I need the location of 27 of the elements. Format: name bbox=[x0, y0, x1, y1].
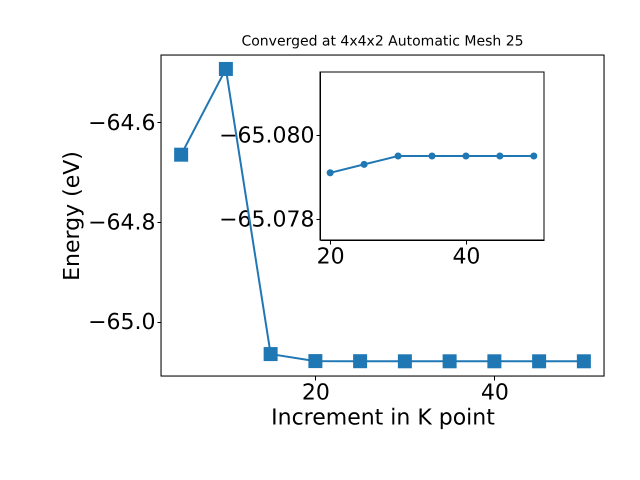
x-tick-label: 20 bbox=[302, 380, 330, 406]
point bbox=[576, 354, 591, 368]
point bbox=[462, 152, 470, 160]
y-axis-title: Energy (eV) bbox=[60, 151, 86, 281]
y-tick-label: −64.6 bbox=[88, 110, 156, 136]
y-tick-label: −65.0 bbox=[88, 310, 156, 336]
point bbox=[218, 62, 233, 76]
point bbox=[174, 148, 188, 162]
x-axis-title: Increment in K point bbox=[271, 406, 496, 430]
y-tick-label: −64.8 bbox=[88, 210, 156, 236]
point bbox=[487, 354, 502, 368]
point bbox=[398, 354, 412, 368]
point bbox=[353, 354, 368, 368]
x-tick-label: 40 bbox=[452, 244, 480, 270]
point bbox=[530, 152, 538, 160]
chart-title: Converged at 4x4x2 Automatic Mesh 25 bbox=[241, 34, 524, 50]
point bbox=[442, 354, 457, 368]
point bbox=[532, 354, 546, 368]
point bbox=[308, 354, 322, 368]
point bbox=[264, 347, 278, 362]
point bbox=[496, 152, 504, 160]
point bbox=[428, 152, 436, 160]
x-tick-label: 20 bbox=[316, 244, 345, 270]
point bbox=[326, 169, 334, 176]
point bbox=[394, 152, 402, 160]
x-tick-label: 40 bbox=[480, 380, 509, 406]
point bbox=[360, 160, 368, 168]
